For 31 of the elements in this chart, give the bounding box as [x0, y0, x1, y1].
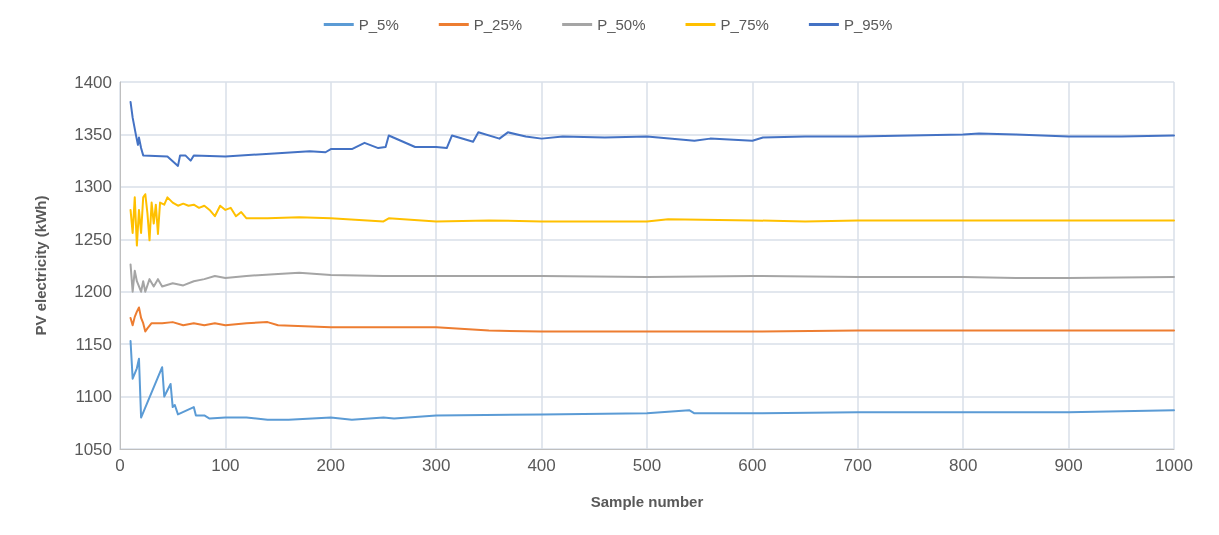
- line-series: [129, 193, 1175, 247]
- x-tick-label: 0: [115, 456, 125, 475]
- y-axis-title: PV electricity (kWh): [32, 195, 49, 336]
- x-tick-label: 900: [1054, 456, 1083, 475]
- y-tick-label: 1100: [75, 387, 112, 407]
- y-tick-label: 1250: [74, 229, 112, 249]
- x-tick-label: 100: [211, 456, 240, 475]
- x-tick-label: 1000: [1155, 456, 1193, 475]
- x-tick-label: 700: [843, 456, 872, 475]
- y-tick-label: 1050: [74, 439, 112, 459]
- x-tick-label: 500: [632, 456, 662, 475]
- y-tick-label: 1200: [74, 282, 112, 302]
- x-tick-label: 800: [949, 456, 978, 475]
- legend-label: P_95%: [843, 16, 893, 33]
- legend-label: P_5%: [358, 16, 399, 33]
- y-tick-label: 1350: [74, 124, 112, 144]
- y-tick-label: 1150: [75, 334, 112, 354]
- line-series: [129, 340, 1175, 421]
- x-tick-label: 400: [527, 456, 556, 475]
- x-tick-label: 600: [738, 456, 767, 475]
- line-series: [129, 100, 1175, 167]
- legend-label: P_75%: [720, 16, 769, 33]
- y-tick-label: 1400: [74, 72, 112, 92]
- x-axis-title: Sample number: [590, 493, 704, 510]
- legend-label: P_50%: [597, 16, 646, 33]
- line-series: [129, 263, 1175, 293]
- x-tick-label: 200: [316, 456, 345, 475]
- x-tick-label: 300: [422, 456, 451, 475]
- line-series: [129, 306, 1175, 333]
- legend-label: P_25%: [473, 16, 523, 33]
- y-tick-label: 1300: [74, 177, 112, 197]
